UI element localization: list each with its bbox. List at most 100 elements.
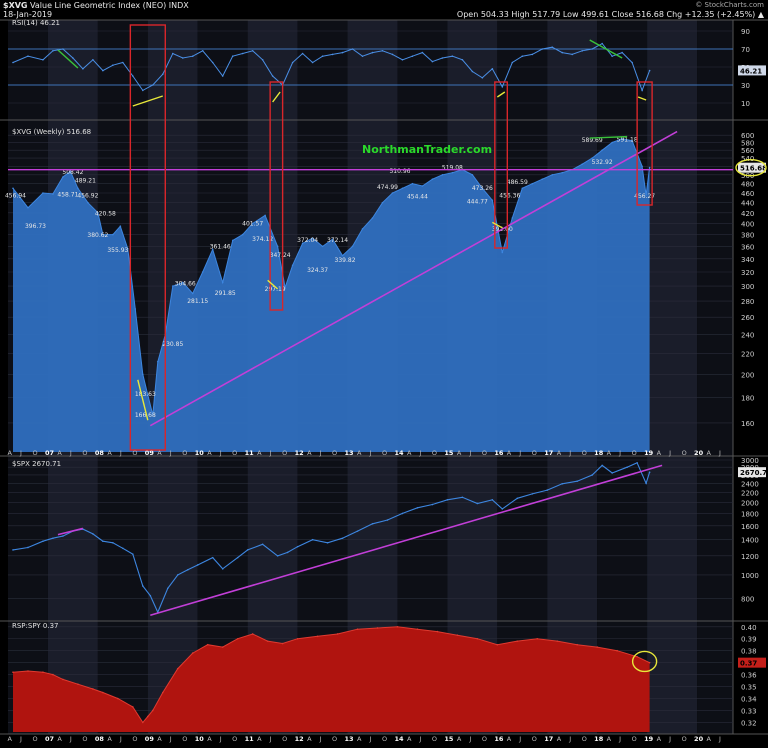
price-point (431, 178, 434, 181)
rsi-point (321, 55, 324, 57)
ratio-point (648, 661, 651, 664)
x-tick-label: J (468, 449, 471, 457)
divergence-line-yellow (496, 91, 506, 98)
ratio-point (376, 627, 379, 629)
price-data-label: 589.69 (582, 137, 603, 144)
x-tick-label: J (269, 735, 272, 743)
ratio-point (236, 637, 239, 640)
price-point (391, 192, 394, 194)
price-point (156, 360, 159, 363)
x-tick-label: 07 (45, 735, 54, 743)
rsi-point (211, 61, 214, 64)
x-tick-label: A (557, 735, 562, 743)
x-tick-label: 13 (345, 449, 354, 457)
ratio-point (456, 634, 459, 636)
spx-panel (12, 462, 651, 614)
y-tick-label: 180 (741, 394, 754, 402)
box-2009 (129, 24, 166, 451)
y-tick-label: 300 (741, 283, 754, 291)
rsi-point (591, 48, 593, 50)
price-point (119, 225, 122, 227)
price-point (264, 214, 266, 217)
y-tick-label: 1000 (741, 572, 759, 580)
x-tick-label: J (319, 449, 322, 457)
watermark: NorthmanTrader.com (362, 143, 493, 156)
price-data-label: 474.99 (377, 184, 398, 191)
divergence-line-yellow (637, 96, 647, 101)
spx-point (166, 587, 169, 590)
spx-point (52, 537, 54, 540)
x-tick-label: 19 (644, 449, 654, 457)
x-tick-label: 14 (394, 449, 404, 457)
price-point (301, 242, 304, 245)
rsi-point (451, 55, 454, 57)
x-tick-label: A (707, 449, 712, 457)
x-tick-label: A (207, 449, 212, 457)
spx-point (476, 502, 479, 505)
rsi-point (501, 86, 504, 88)
spx-point (132, 553, 134, 555)
price-data-label: 297.19 (265, 286, 286, 293)
rsi-point (341, 51, 344, 54)
rsi-point (271, 75, 274, 77)
x-tick-label: 20 (694, 449, 704, 457)
ratio-point (206, 643, 209, 646)
rsi-point (231, 55, 234, 57)
x-tick-label: A (57, 449, 62, 457)
y-tick-label: 0.36 (741, 672, 757, 680)
rsi-point (371, 51, 374, 54)
rsi-point (648, 69, 651, 72)
price-point (521, 187, 524, 190)
x-tick-label: J (319, 735, 322, 743)
x-tick-label: J (219, 735, 222, 743)
highlight-circle-price (735, 158, 767, 177)
y-tick-label: 1800 (741, 510, 759, 518)
spx-point (416, 506, 419, 509)
price-point (481, 187, 484, 190)
rsi-point (191, 55, 194, 57)
x-tick-label: A (457, 735, 462, 743)
price-point (241, 233, 244, 236)
divergence-line-yellow (267, 279, 279, 290)
price-point (311, 237, 314, 239)
y-tick-label: 580 (741, 140, 754, 148)
rsi-point (261, 59, 264, 61)
ratio-panel (12, 625, 651, 732)
rsi-point (401, 59, 404, 61)
x-tick-label: 10 (195, 735, 205, 743)
x-tick-label: O (282, 449, 287, 457)
y-tick-label: 320 (741, 269, 754, 277)
rsi-point (431, 60, 434, 63)
price-point (321, 245, 324, 248)
rsi-point (42, 59, 44, 61)
x-tick-label: 16 (494, 449, 504, 457)
x-tick-label: 11 (245, 449, 255, 457)
rsi-point (301, 52, 304, 55)
ratio-point (266, 640, 269, 642)
ratio-point (536, 637, 539, 640)
credit-label: © StockCharts.com (695, 1, 764, 9)
ratio-point (396, 625, 399, 628)
price-data-label: 230.85 (162, 341, 183, 348)
x-tick-label: J (69, 735, 72, 743)
spx-point (501, 508, 504, 510)
x-tick-label: O (482, 735, 487, 743)
x-tick-label: J (19, 735, 22, 743)
rsi-point (571, 53, 574, 56)
ratio-point (147, 715, 149, 718)
y-tick-label: 0.39 (741, 636, 757, 644)
y-tick-label: 360 (741, 243, 754, 251)
x-tick-label: A (607, 449, 612, 457)
date-label: 18-Jan-2019 (3, 10, 53, 19)
x-tick-label: O (632, 735, 637, 743)
ratio-point (436, 630, 439, 633)
ratio-point (616, 649, 618, 652)
rsi-point (152, 84, 154, 86)
spx-point (176, 574, 179, 576)
x-tick-label: 13 (345, 735, 354, 743)
x-tick-label: O (132, 449, 137, 457)
x-tick-label: A (57, 735, 62, 743)
spx-point (611, 472, 613, 474)
ratio-point (52, 673, 54, 676)
